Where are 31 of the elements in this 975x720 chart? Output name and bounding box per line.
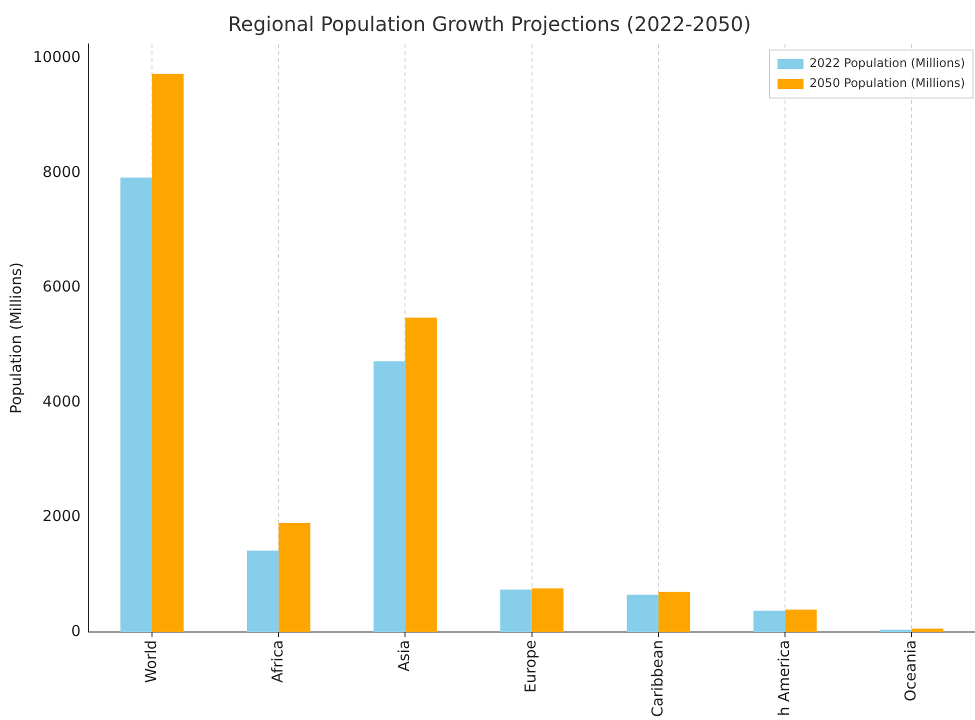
bar <box>374 361 406 632</box>
y-tick-label: 6000 <box>42 278 81 296</box>
y-tick-label: 10000 <box>33 48 81 66</box>
y-tick-label: 8000 <box>42 162 81 181</box>
x-tick-label: Oceania <box>902 640 920 702</box>
bar <box>626 594 658 632</box>
x-tick-label: h America <box>774 640 793 716</box>
y-axis-title: Population (Millions) <box>6 262 25 414</box>
x-tick-label: Asia <box>395 640 414 672</box>
bar <box>246 550 279 632</box>
bar <box>753 610 786 632</box>
x-tick-label: Africa <box>268 640 287 683</box>
y-tick-label: 4000 <box>42 392 81 410</box>
bar <box>152 74 184 632</box>
legend-label: 2022 Population (Millions) <box>810 56 965 70</box>
y-tick-label: 2000 <box>42 507 81 526</box>
bar <box>500 590 532 632</box>
bar <box>880 630 912 632</box>
bar <box>405 318 437 632</box>
x-tick-label: World <box>142 640 160 684</box>
bar <box>785 610 817 632</box>
bar <box>278 523 310 632</box>
legend-label: 2050 Population (Millions) <box>810 76 965 90</box>
bar <box>120 178 152 632</box>
x-tick-label: Europe <box>522 640 540 693</box>
chart-title: Regional Population Growth Projections (2022-2050) <box>228 12 752 36</box>
bar <box>912 628 944 632</box>
bar <box>532 588 564 632</box>
y-tick-label: 0 <box>71 622 81 640</box>
bar <box>658 592 690 632</box>
x-tick-label: Caribbean <box>648 640 666 718</box>
